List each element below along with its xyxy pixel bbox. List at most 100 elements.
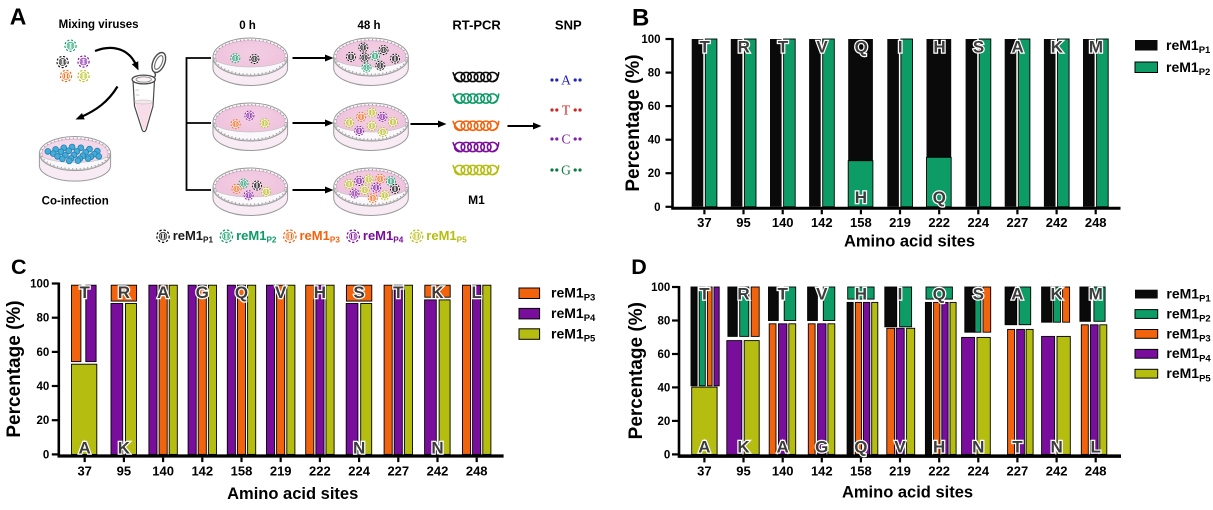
svg-text:Co-infection: Co-infection xyxy=(42,195,109,207)
svg-text:Percentage (%): Percentage (%) xyxy=(623,54,644,191)
svg-text:G: G xyxy=(815,438,828,457)
svg-text:222: 222 xyxy=(928,215,950,230)
svg-text:D: D xyxy=(631,255,647,279)
svg-text:T: T xyxy=(699,285,710,304)
svg-text:219: 219 xyxy=(889,215,911,230)
svg-text:C: C xyxy=(11,255,27,279)
svg-text:H: H xyxy=(933,438,945,457)
svg-text:C: C xyxy=(561,132,570,147)
svg-text:A: A xyxy=(157,283,169,302)
svg-text:R: R xyxy=(737,285,749,304)
svg-text:224: 224 xyxy=(348,463,370,478)
svg-text:V: V xyxy=(816,38,828,57)
svg-text:20: 20 xyxy=(648,168,661,180)
svg-text:142: 142 xyxy=(811,463,833,478)
svg-text:I: I xyxy=(898,285,903,304)
svg-text:60: 60 xyxy=(37,347,50,359)
svg-text:242: 242 xyxy=(1046,215,1068,230)
svg-text:158: 158 xyxy=(231,463,253,478)
svg-text:S: S xyxy=(973,38,984,57)
svg-text:T: T xyxy=(778,38,789,57)
svg-text:48 h: 48 h xyxy=(357,20,380,32)
svg-text:N: N xyxy=(972,438,984,457)
svg-text:37: 37 xyxy=(77,463,91,478)
svg-text:224: 224 xyxy=(967,215,989,230)
svg-text:G: G xyxy=(196,283,209,302)
svg-text:158: 158 xyxy=(850,463,872,478)
svg-text:A: A xyxy=(561,73,571,88)
svg-text:V: V xyxy=(275,283,287,302)
svg-text:242: 242 xyxy=(427,463,449,478)
svg-text:K: K xyxy=(737,438,750,457)
svg-text:V: V xyxy=(894,438,906,457)
svg-text:20: 20 xyxy=(658,416,671,428)
svg-text:100: 100 xyxy=(30,279,49,291)
svg-text:B: B xyxy=(632,5,649,32)
svg-text:T: T xyxy=(80,283,91,302)
svg-text:248: 248 xyxy=(1085,215,1107,230)
svg-text:Percentage (%): Percentage (%) xyxy=(626,302,647,439)
svg-text:248: 248 xyxy=(466,463,488,478)
svg-text:37: 37 xyxy=(697,463,711,478)
svg-text:40: 40 xyxy=(648,135,661,147)
svg-text:40: 40 xyxy=(658,382,671,394)
svg-text:80: 80 xyxy=(37,313,50,325)
svg-text:60: 60 xyxy=(648,101,661,113)
svg-text:Mixing viruses: Mixing viruses xyxy=(59,19,139,31)
svg-text:S: S xyxy=(353,283,364,302)
svg-text:H: H xyxy=(314,283,326,302)
svg-text:A: A xyxy=(777,438,789,457)
svg-text:K: K xyxy=(1050,285,1063,304)
svg-text:0 h: 0 h xyxy=(239,20,256,32)
svg-text:R: R xyxy=(738,38,750,57)
svg-text:Percentage (%): Percentage (%) xyxy=(4,300,25,437)
svg-text:140: 140 xyxy=(152,463,174,478)
svg-text:227: 227 xyxy=(1007,463,1029,478)
svg-text:H: H xyxy=(855,285,867,304)
svg-text:227: 227 xyxy=(1007,215,1029,230)
svg-text:80: 80 xyxy=(648,68,661,80)
svg-text:142: 142 xyxy=(191,463,213,478)
svg-text:G: G xyxy=(561,163,571,178)
svg-text:T: T xyxy=(1012,438,1023,457)
svg-text:222: 222 xyxy=(928,463,950,478)
svg-text:Q: Q xyxy=(235,283,248,302)
svg-text:248: 248 xyxy=(1085,463,1107,478)
svg-text:40: 40 xyxy=(37,381,50,393)
svg-text:95: 95 xyxy=(736,215,750,230)
svg-text:K: K xyxy=(1051,38,1064,57)
svg-text:N: N xyxy=(1050,438,1062,457)
svg-text:I: I xyxy=(898,38,903,57)
svg-text:M1: M1 xyxy=(468,193,485,207)
svg-text:N: N xyxy=(353,438,365,457)
svg-text:224: 224 xyxy=(967,463,989,478)
svg-text:219: 219 xyxy=(270,463,292,478)
svg-text:0: 0 xyxy=(664,449,670,461)
svg-text:242: 242 xyxy=(1046,463,1068,478)
svg-text:A: A xyxy=(1012,38,1024,57)
svg-text:0: 0 xyxy=(43,449,49,461)
svg-text:H: H xyxy=(933,38,945,57)
svg-text:0: 0 xyxy=(654,202,660,214)
svg-text:Q: Q xyxy=(855,38,868,57)
svg-text:L: L xyxy=(472,283,482,302)
svg-text:158: 158 xyxy=(850,215,872,230)
svg-text:Amino acid sites: Amino acid sites xyxy=(842,483,973,501)
svg-text:100: 100 xyxy=(641,34,660,46)
svg-text:222: 222 xyxy=(309,463,331,478)
svg-text:A: A xyxy=(698,438,710,457)
svg-text:227: 227 xyxy=(387,463,409,478)
svg-text:V: V xyxy=(816,285,828,304)
svg-text:A: A xyxy=(1011,285,1023,304)
svg-text:K: K xyxy=(118,438,131,457)
svg-text:S: S xyxy=(973,285,984,304)
svg-text:R: R xyxy=(118,283,130,302)
svg-text:142: 142 xyxy=(811,215,833,230)
svg-text:95: 95 xyxy=(736,463,750,478)
svg-text:L: L xyxy=(1091,438,1101,457)
svg-text:SNP: SNP xyxy=(555,17,582,32)
svg-text:K: K xyxy=(431,283,444,302)
svg-text:RT-PCR: RT-PCR xyxy=(452,17,501,32)
svg-text:140: 140 xyxy=(772,463,794,478)
svg-text:100: 100 xyxy=(651,282,670,294)
